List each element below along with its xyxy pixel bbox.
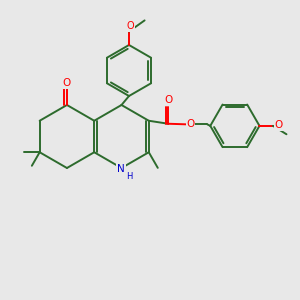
Text: O: O [186, 119, 195, 129]
Text: O: O [63, 78, 71, 88]
Text: O: O [126, 21, 134, 31]
Text: H: H [126, 172, 132, 181]
Text: O: O [274, 120, 283, 130]
Text: N: N [117, 164, 125, 174]
Text: O: O [164, 95, 172, 105]
